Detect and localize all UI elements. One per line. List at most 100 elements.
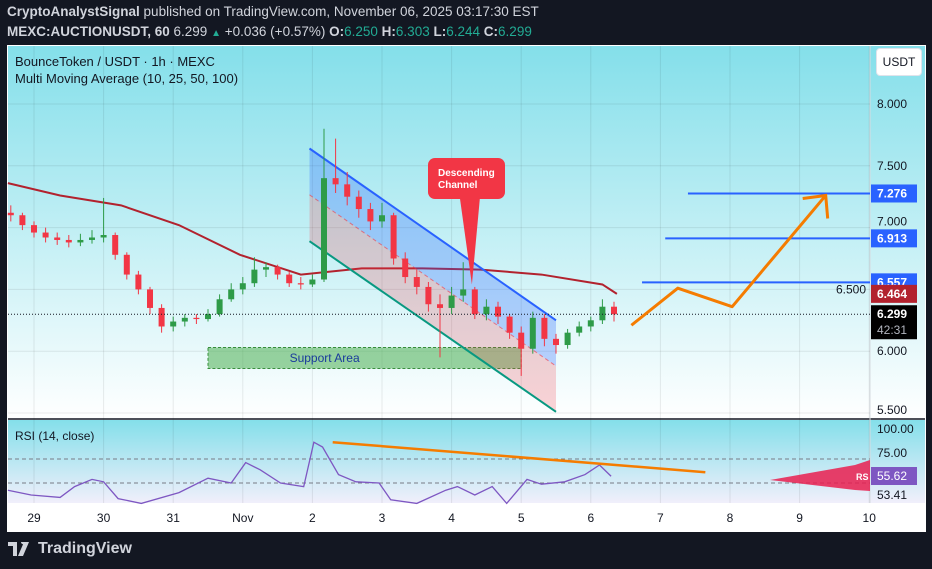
- candle-body: [344, 184, 351, 197]
- candle-body: [77, 239, 84, 243]
- candle-body: [506, 316, 513, 333]
- last-price: 6.299: [173, 24, 208, 39]
- price-label: 6.464: [877, 287, 907, 301]
- candle-body: [286, 274, 293, 284]
- price-label: 6.913: [877, 231, 907, 245]
- bar-countdown: 42:31: [877, 323, 907, 337]
- up-arrow-icon: ▲: [211, 28, 221, 39]
- callout-pointer: [459, 198, 480, 285]
- rsi-pane-bg: [8, 420, 925, 503]
- candle-body: [321, 178, 327, 280]
- x-tick-label: 8: [727, 511, 734, 525]
- candle-body: [471, 289, 478, 315]
- target-levels[interactable]: [642, 192, 870, 284]
- projection-path[interactable]: [630, 193, 830, 327]
- x-tick-label: 9: [796, 511, 803, 525]
- candle-body: [355, 196, 362, 210]
- brand-name: TradingView: [38, 540, 132, 557]
- price-tick-label: 8.000: [877, 97, 907, 111]
- candle-body: [518, 332, 525, 349]
- candle-body: [170, 321, 177, 327]
- candle-body: [390, 215, 397, 259]
- rsi-indicator: RS: [7, 440, 870, 505]
- candle-body: [437, 304, 443, 308]
- candle-body: [135, 274, 142, 290]
- candle-body: [193, 317, 200, 320]
- moving-average: [7, 182, 618, 295]
- candle-body: [483, 306, 490, 315]
- close-label: C:: [483, 24, 499, 39]
- symbol-legend[interactable]: BounceToken / USDT · 1h · MEXC: [15, 54, 215, 69]
- tradingview-logo-icon: [8, 542, 29, 556]
- candle-body: [7, 212, 14, 216]
- callout-text-1: Descending: [438, 168, 495, 179]
- projection-line: [630, 194, 827, 327]
- high-label: H:: [381, 24, 396, 39]
- candle-body: [599, 306, 606, 321]
- candle-body: [216, 299, 223, 315]
- symbol: MEXC:AUCTIONUSDT, 60: [7, 24, 170, 39]
- candle-body: [42, 232, 49, 238]
- publish-line: CryptoAnalystSignal published on Trading…: [7, 4, 539, 19]
- x-tick-label: 3: [379, 511, 386, 525]
- tradingview-logo[interactable]: TradingView: [8, 540, 132, 558]
- price-label-box: [871, 284, 917, 303]
- x-tick-label: 10: [863, 511, 877, 525]
- x-tick-label: Nov: [232, 511, 253, 525]
- callout-text-2: Channel: [438, 180, 478, 191]
- author-name[interactable]: CryptoAnalystSignal: [7, 4, 140, 19]
- candle-body: [529, 317, 536, 349]
- currency-button[interactable]: USDT: [876, 48, 922, 76]
- price-label: 7.276: [877, 186, 907, 200]
- candle-body: [379, 215, 385, 222]
- price-tick-label: 7.500: [877, 159, 907, 173]
- candle-body: [309, 279, 316, 285]
- open-value: 6.250: [344, 24, 378, 39]
- channel-lower-line: [308, 240, 557, 413]
- candle-body: [19, 215, 26, 226]
- x-tick-label: 7: [657, 511, 664, 525]
- candle-body: [239, 283, 246, 290]
- high-value: 6.303: [395, 24, 430, 39]
- candle-body: [297, 283, 304, 285]
- rsi-line: [7, 441, 612, 505]
- x-tick-label: 4: [448, 511, 455, 525]
- candle-body: [425, 286, 432, 305]
- rsi-current-box: [871, 467, 917, 485]
- candle-body: [448, 295, 455, 308]
- rsi-legend[interactable]: RSI (14, close): [15, 429, 95, 443]
- candle-body: [89, 237, 95, 240]
- candle-body: [553, 338, 559, 346]
- candle-body: [495, 306, 501, 317]
- price-label: 6.299: [877, 307, 907, 321]
- candle-body: [100, 235, 107, 238]
- candle-body: [460, 289, 467, 296]
- price-change: +0.036 (+0.57%): [224, 24, 326, 39]
- candle-body: [158, 307, 165, 327]
- x-tick-label: 6: [587, 511, 594, 525]
- candle-body: [54, 237, 61, 240]
- candle-body: [228, 289, 235, 300]
- support-area[interactable]: Support Area: [207, 346, 522, 370]
- candle-body: [181, 317, 188, 322]
- open-label: O:: [329, 24, 345, 39]
- arrowhead-icon: [802, 193, 830, 219]
- rsi-secondary-label: 53.41: [877, 488, 907, 502]
- candle-body: [147, 289, 153, 308]
- descending-channel[interactable]: [308, 147, 557, 413]
- rsi-tick-label: 100.00: [877, 422, 914, 436]
- channel-lower-fill: [309, 194, 556, 412]
- channel-upper-line: [308, 147, 557, 322]
- channel-mid-line: [309, 194, 557, 367]
- candle-body: [587, 320, 594, 327]
- indicator-legend[interactable]: Multi Moving Average (10, 25, 50, 100): [15, 71, 239, 86]
- rsi-trendline: [332, 440, 706, 474]
- price-label-box: [871, 184, 917, 203]
- candle-body: [251, 269, 258, 284]
- price-tick-label: 7.000: [877, 215, 907, 229]
- price-label-box: [871, 305, 917, 340]
- candle-body: [367, 209, 374, 222]
